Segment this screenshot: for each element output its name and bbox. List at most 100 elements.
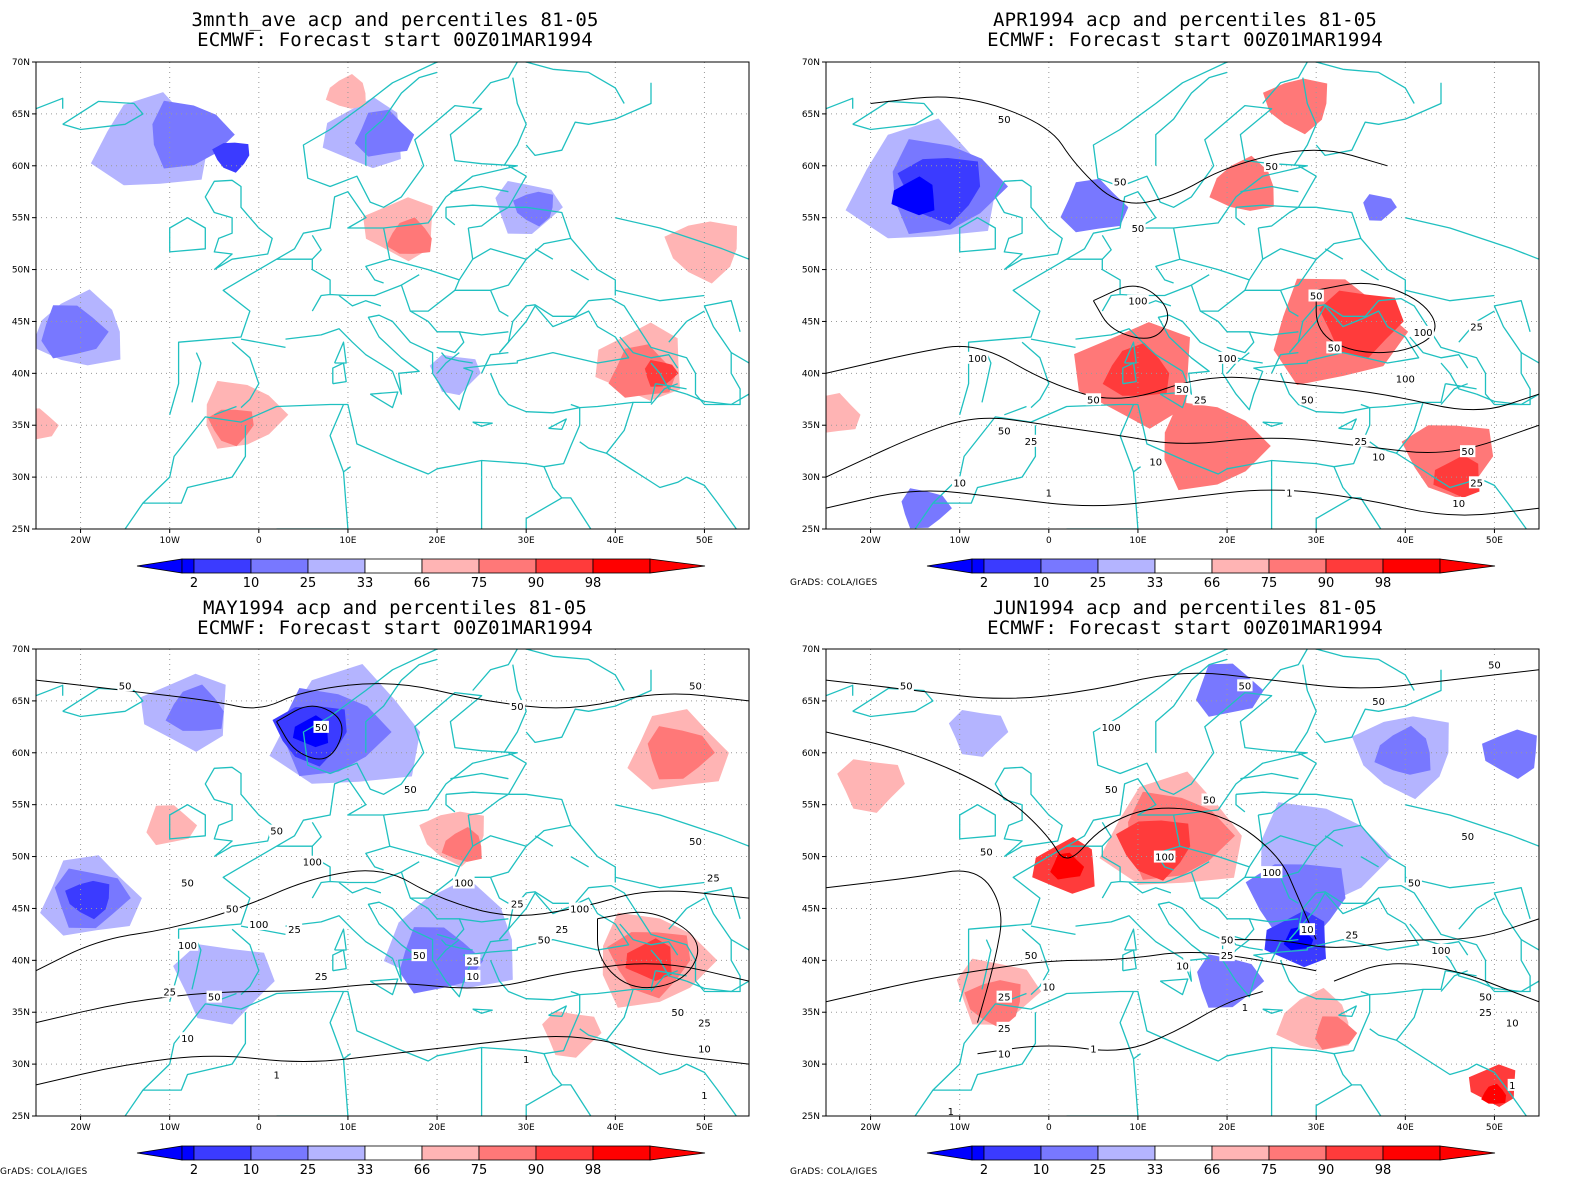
svg-text:50: 50 (1408, 879, 1421, 890)
coastline (445, 207, 456, 226)
coastline (1124, 341, 1137, 364)
colorbar-label: 10 (1033, 1163, 1050, 1178)
contour-label: 25 (1477, 1006, 1494, 1019)
coastline (994, 179, 1063, 271)
coastline (619, 923, 679, 956)
svg-text:25: 25 (998, 1024, 1011, 1035)
coastline (1075, 305, 1420, 411)
svg-text:50: 50 (1132, 224, 1145, 235)
coastline (1021, 928, 1050, 996)
coastline (570, 269, 589, 281)
percentile-area-p90 (625, 938, 672, 981)
svg-text:25: 25 (511, 899, 524, 910)
coastline (1190, 279, 1250, 312)
lon-label: 0 (256, 536, 262, 546)
colorbar-label: 75 (1261, 1163, 1278, 1178)
svg-text:25: 25 (315, 972, 328, 983)
contour-label: 100 (1127, 294, 1149, 308)
contour-label: 10 (1370, 450, 1387, 463)
contour-label: 100 (1394, 372, 1417, 386)
contour-label: 50 (411, 949, 427, 962)
lat-label: 70N (12, 58, 30, 68)
lat-label: 60N (802, 162, 820, 172)
colorbar-label: 90 (1318, 1163, 1335, 1178)
coastline (1066, 258, 1121, 295)
coastline (1244, 237, 1388, 291)
coastline (543, 1053, 592, 1116)
colorbar-label: 98 (1375, 576, 1392, 591)
svg-text:10: 10 (998, 1050, 1011, 1061)
coastline (311, 861, 420, 899)
coastline (914, 960, 1371, 1116)
lat-label: 45N (802, 904, 820, 914)
contour-line (826, 870, 1002, 1023)
svg-text:1: 1 (273, 1070, 279, 1081)
lon-label: 20W (70, 1123, 90, 1133)
contour-label: 50 (1460, 445, 1476, 458)
colorbar-swatch-p66 (1211, 1145, 1270, 1161)
coastline (1101, 234, 1112, 260)
coastline (932, 425, 1037, 504)
coastline (932, 1012, 1037, 1091)
percentile-area-p25 (1363, 194, 1397, 221)
coastline (1179, 227, 1264, 281)
colorbar-label: 25 (300, 576, 317, 591)
contour-label: 1 (1284, 486, 1295, 500)
title-line-2: ECMWF: Forecast start 00Z01MAR1994 (987, 29, 1383, 51)
coastline (124, 373, 581, 529)
colorbar-arrow-low (926, 1145, 973, 1161)
lon-label: 10E (339, 1123, 356, 1133)
svg-text:1: 1 (1090, 1045, 1096, 1056)
coastline (62, 687, 144, 718)
coastline (959, 804, 996, 840)
percentile-area-p33 (173, 944, 275, 1025)
colorbar-swatch-p10 (193, 558, 252, 574)
contour-label: 50 (1237, 679, 1253, 692)
coastline (441, 352, 473, 364)
shading-layer (837, 663, 1537, 1107)
coastline (1262, 421, 1283, 427)
coastline (1155, 71, 1228, 166)
coastline (1520, 939, 1539, 951)
lat-label: 35N (12, 1008, 30, 1018)
svg-text:25: 25 (1354, 437, 1367, 448)
svg-text:50: 50 (1461, 832, 1474, 843)
svg-text:50: 50 (315, 723, 328, 734)
coastline (1249, 918, 1299, 923)
svg-text:50: 50 (413, 951, 426, 962)
coastline (285, 305, 630, 411)
colorbar-arrow-high (1439, 1145, 1496, 1161)
coastline (597, 269, 616, 296)
svg-text:50: 50 (208, 993, 221, 1004)
lat-label: 50N (802, 853, 820, 863)
colorbar-label: 2 (190, 1163, 198, 1178)
coastline (1360, 383, 1447, 409)
coastline (1235, 204, 1299, 208)
coastline (1271, 351, 1299, 374)
percentile-area-p75 (1263, 78, 1328, 135)
lat-label: 55N (802, 801, 820, 811)
contour-label: 100 (301, 855, 324, 869)
coastline (686, 980, 749, 993)
svg-text:25: 25 (1221, 951, 1234, 962)
lat-label: 65N (12, 110, 30, 120)
coastline (62, 100, 144, 131)
coastline (534, 835, 554, 847)
coastline (503, 664, 527, 754)
grads-credit: GrADS: COLA/IGES (790, 1167, 878, 1177)
coastline (1315, 669, 1442, 744)
coastline (1159, 978, 1189, 996)
coastline (1124, 928, 1137, 951)
contour-label: 50 (206, 990, 222, 1004)
colorbar-label: 75 (1261, 576, 1278, 591)
coastline (454, 237, 598, 291)
coastline (1249, 331, 1299, 336)
colorbar-label: 2 (980, 576, 988, 591)
svg-text:50: 50 (1479, 993, 1492, 1004)
colorbar-label: 10 (243, 1163, 260, 1178)
lat-label: 35N (12, 421, 30, 431)
coastline (1066, 471, 1139, 529)
colorbar-swatch-p90 (535, 1145, 594, 1161)
title-line-1: JUN1994 acp and percentiles 81-05 (992, 597, 1378, 619)
lat-label: 35N (802, 421, 820, 431)
